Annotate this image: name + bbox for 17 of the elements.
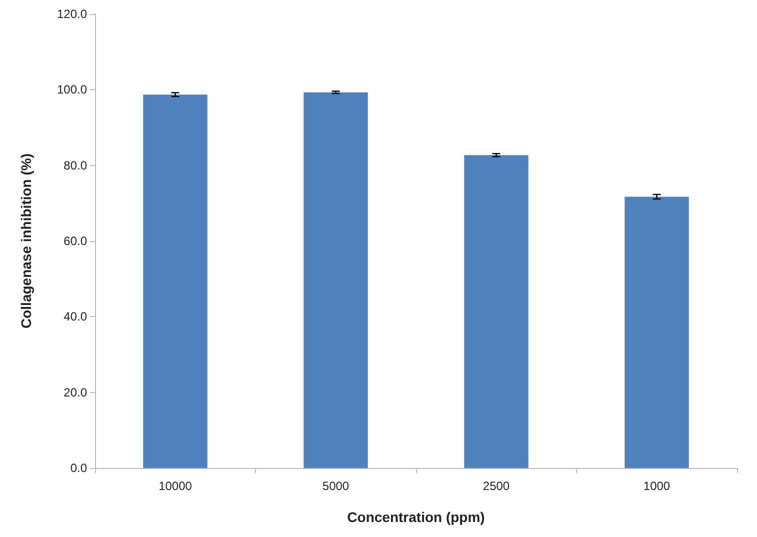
y-tick-label: 120.0 (56, 7, 88, 21)
bar (624, 196, 689, 468)
x-axis-title: Concentration (ppm) (347, 509, 485, 525)
y-tick-label: 20.0 (64, 385, 88, 400)
y-axis-title: Collagenase inhibition (%) (18, 153, 34, 329)
y-tick-label: 100.0 (56, 82, 88, 97)
y-tick-label: 60.0 (64, 234, 88, 248)
y-tick-label: 40.0 (64, 310, 88, 324)
bar (464, 155, 528, 468)
y-tick-label: 80.0 (64, 158, 88, 172)
x-tick-label: 1000 (643, 479, 670, 493)
y-tick-label: 0.0 (70, 461, 88, 475)
bar (143, 94, 208, 468)
x-tick-label: 2500 (482, 479, 510, 493)
bar (304, 92, 368, 468)
x-tick-label: 5000 (322, 479, 350, 493)
x-tick-label: 10000 (158, 479, 192, 493)
